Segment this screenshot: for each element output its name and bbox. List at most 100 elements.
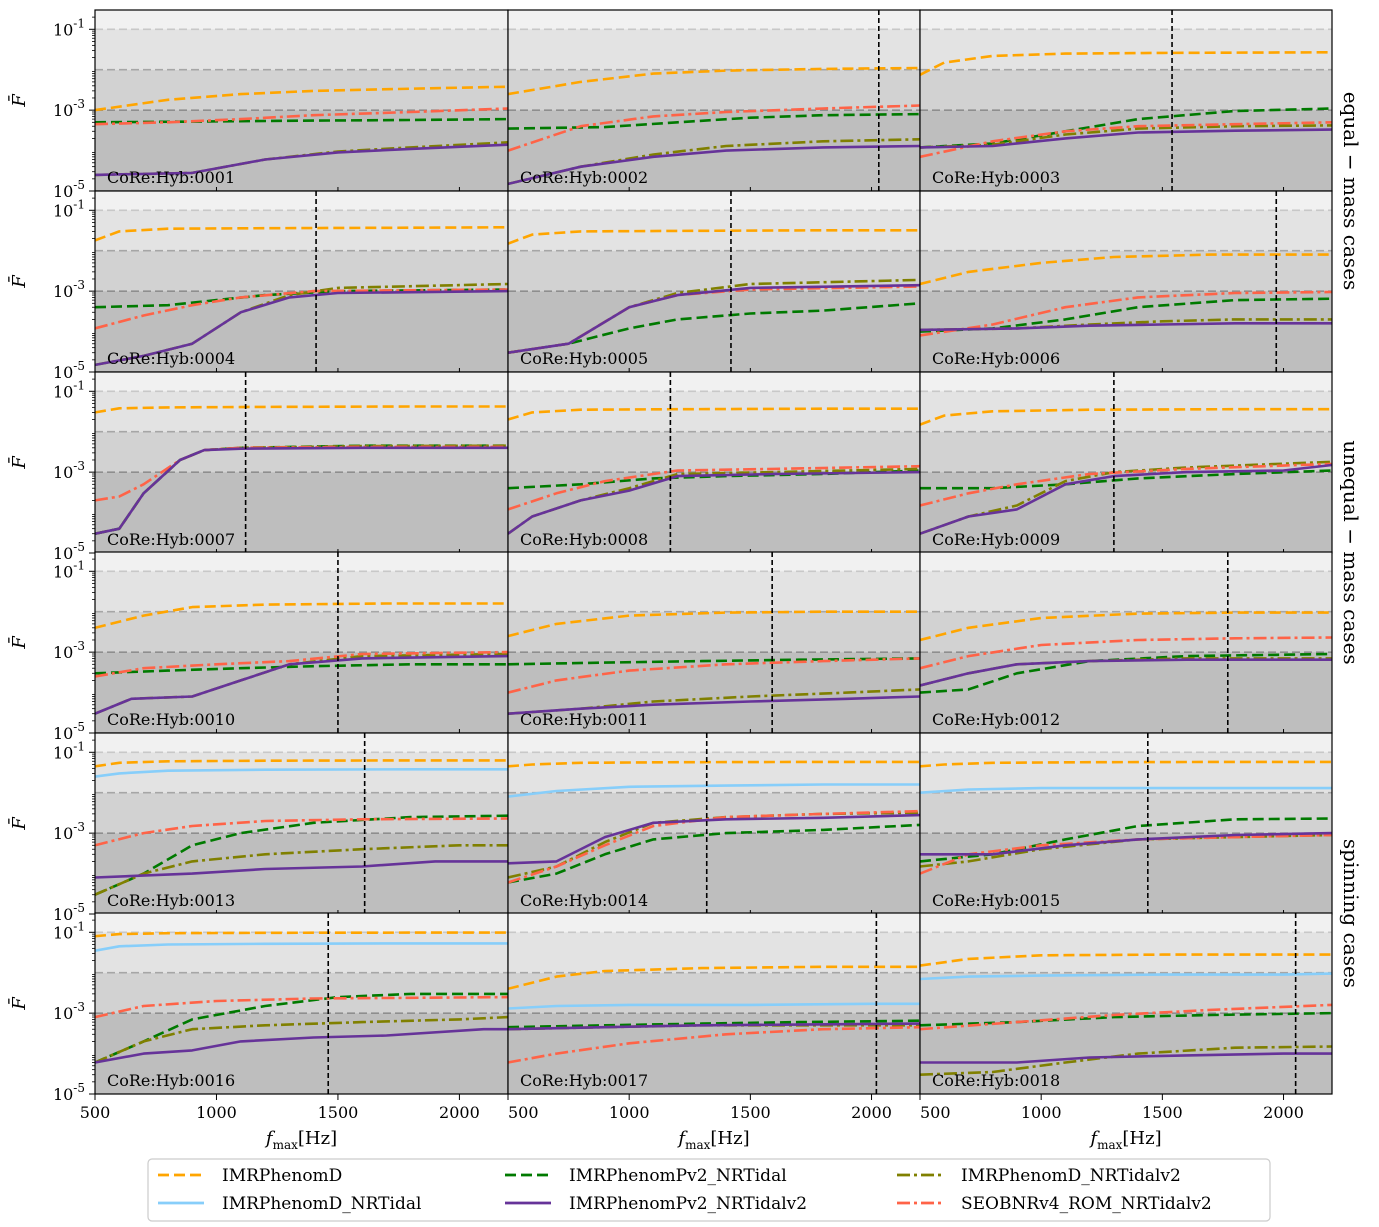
series-lines [508,610,920,715]
series-lines [920,253,1332,337]
x-axis-label: fmax[Hz] [1088,1128,1161,1152]
series-line-IMRPhenomD_NRTidalv2 [508,138,920,186]
shading-band [508,210,920,251]
series-line-SEOBNRv4_ROM_NRTidalv2 [508,657,920,694]
panel-label: CoRe:Hyb:0007 [107,530,235,549]
y-tick-label: 10-5 [53,1081,85,1104]
legend: IMRPhenomD IMRPhenomD_NRTidal IMRPhenomPv2… [147,1158,1271,1222]
x-tick-label: 1500 [1142,1103,1183,1122]
y-tick-label: 10-1 [53,919,85,942]
y-tick-label: 10-5 [53,359,85,382]
shading-band [95,571,508,612]
panel-0013: CoRe:Hyb:0013 10-5 10-3 10-1 F̄ [7,732,509,924]
shading-band [508,833,920,914]
shading-band [920,571,1332,612]
panel-label: CoRe:Hyb:0006 [932,349,1060,368]
series-line-IMRPhenomD [920,760,1332,768]
series-lines [920,611,1332,694]
panel-0005: CoRe:Hyb:0005 [507,190,921,373]
shading-band [95,752,508,793]
shading-band [508,391,920,432]
y-tick-label: 10-5 [53,901,85,924]
shading-band [95,792,508,834]
series-line-IMRPhenomPv2_NRTidal [508,823,920,884]
shading-band [95,250,508,292]
legend-label: SEOBNRv4_ROM_NRTidalv2 [961,1194,1212,1214]
legend-box [147,1158,1271,1222]
panel-label: CoRe:Hyb:0009 [932,530,1060,549]
series-lines [95,85,508,177]
panel-label: CoRe:Hyb:0008 [520,530,648,549]
series-lines [920,407,1332,535]
x-tick-label: 2000 [851,1103,892,1122]
panel-label: CoRe:Hyb:0015 [932,891,1060,910]
series-line-IMRPhenomD [920,253,1332,286]
series-line-IMRPhenomPv2_NRTidalv2 [920,463,1332,535]
panel-label: CoRe:Hyb:0013 [107,891,235,910]
shading-band [920,10,1332,30]
panel-grid: CoRe:Hyb:0001 10-5 10-3 10-1 F̄ CoRe:Hyb:0002… [7,9,1333,1152]
series-lines [95,759,508,896]
shading-band [920,552,1332,572]
series-line-IMRPhenomPv2_NRTidal [920,107,1332,149]
series-line-SEOBNRv4_ROM_NRTidalv2 [95,817,508,847]
shading-band [920,833,1332,914]
series-line-SEOBNRv4_ROM_NRTidalv2 [95,650,508,678]
y-tick-label: 10-5 [53,178,85,201]
series-line-IMRPhenomD [508,229,920,245]
shading-band [920,913,1332,933]
panel-0014: CoRe:Hyb:0014 [507,732,921,915]
series-line-IMRPhenomPv2_NRTidalv2 [920,322,1332,332]
panel-0015: CoRe:Hyb:0015 [919,732,1333,915]
row-group-labels: equal − mass cases unequal − mass cases sp… [1339,92,1363,988]
series-line-IMRPhenomD [508,610,920,638]
shading-band [920,733,1332,753]
panel-0018: CoRe:Hyb:0018 500 1000 1500 2000 fmax[Hz] [919,912,1333,1152]
legend-item: SEOBNRv4_ROM_NRTidalv2 [897,1194,1212,1214]
y-tick-label: 10-3 [53,639,85,662]
series-lines [508,229,920,354]
y-tick-label: 10-1 [53,16,85,39]
shading-band [920,932,1332,973]
panel-0010: CoRe:Hyb:0010 10-5 10-3 10-1 F̄ [7,551,509,743]
shading-band [508,571,920,612]
series-line-IMRPhenomD [95,85,508,112]
panel-0004: CoRe:Hyb:0004 10-5 10-3 10-1 F̄ [7,190,509,382]
panel-0007: CoRe:Hyb:0007 10-5 10-3 10-1 F̄ [7,371,509,563]
series-line-SEOBNRv4_ROM_NRTidalv2 [920,1003,1332,1031]
panel-0016: CoRe:Hyb:0016 10-5 10-3 10-1 F̄ 500 1000 1500 20… [7,912,509,1152]
shading-band [95,611,508,653]
y-tick-label: 10-3 [53,97,85,120]
shading-band [95,10,508,30]
y-axis-label: F̄ [7,996,30,1011]
series-line-IMRPhenomPv2_NRTidal [508,1019,920,1029]
shading-band [508,29,920,70]
series-line-IMRPhenomPv2_NRTidalv2 [95,1027,508,1064]
panel-0001: CoRe:Hyb:0001 10-5 10-3 10-1 F̄ [7,9,509,201]
series-line-SEOBNRv4_ROM_NRTidalv2 [95,107,508,126]
shading-band [95,552,508,572]
x-tick-label: 2000 [439,1103,480,1122]
x-tick-label: 500 [508,1103,539,1122]
shading-band [920,792,1332,834]
panel-label: CoRe:Hyb:0003 [932,168,1060,187]
legend-label: IMRPhenomPv2_NRTidalv2 [569,1194,807,1214]
series-line-SEOBNRv4_ROM_NRTidalv2 [508,809,920,884]
series-line-IMRPhenomPv2_NRTidalv2 [508,283,920,354]
shading-band [95,372,508,392]
series-line-IMRPhenomPv2_NRTidal [508,469,920,490]
shading-band [95,110,508,191]
series-line-SEOBNRv4_ROM_NRTidalv2 [920,636,1332,670]
y-axis-label: F̄ [7,274,30,289]
shading-band [95,913,508,933]
shading-band [508,69,920,111]
series-line-IMRPhenomD [920,51,1332,76]
series-line-SEOBNRv4_ROM_NRTidalv2 [508,104,920,152]
series-line-IMRPhenomPv2_NRTidal [508,657,920,666]
x-tick-label: 1000 [609,1103,650,1122]
shading-band [95,932,508,973]
panel-0006: CoRe:Hyb:0006 [919,190,1333,373]
series-line-IMRPhenomPv2_NRTidalv2 [508,695,920,715]
shading-band [920,372,1332,392]
